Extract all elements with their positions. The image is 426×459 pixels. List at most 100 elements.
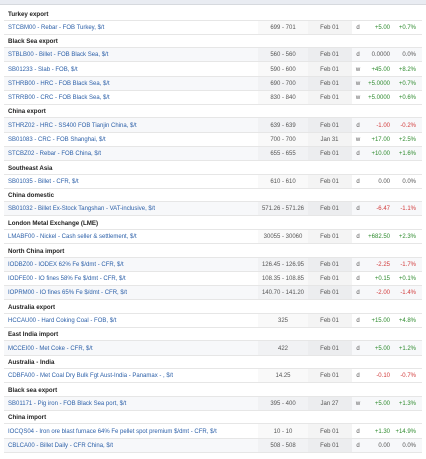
frequency: d (356, 276, 360, 283)
section-title: Australia export (8, 303, 56, 311)
percent-change: +0.7% (398, 24, 416, 31)
section-title: China export (8, 108, 46, 116)
symbol-link[interactable]: IODBZ00 - IODEX 62% Fe $/dmt - CFR, $/t (8, 261, 124, 268)
table-row[interactable]: CBLCA00 - Billet Daily - CFR China, $/t 5… (4, 438, 422, 453)
price-range: 639 - 639 (270, 122, 296, 129)
symbol-link[interactable]: IODFE00 - IO fines 58% Fe $/dmt - CFR, $… (8, 276, 126, 283)
table-row[interactable]: SB01171 - Pig iron - FOB Black Sea port,… (4, 396, 422, 411)
table-row[interactable]: STHRB00 - HRC - FOB Black Sea, $/t 690 - … (4, 76, 422, 91)
assessment-date: Feb 01 (320, 317, 339, 324)
table-row[interactable]: IOPRM00 - IO fines 65% Fe $/dmt - CFR, $… (4, 285, 422, 301)
table-row[interactable]: STCBM00 - Rebar - FOB Turkey, $/t 699 - 7… (4, 20, 422, 35)
section-title: London Metal Exchange (LME) (8, 219, 99, 227)
price-range: 108.35 - 108.85 (261, 276, 305, 283)
assessment-date: Feb 01 (320, 95, 339, 102)
date-column-shade (308, 285, 352, 300)
percent-change: 0.0% (402, 178, 416, 185)
frequency: d (356, 373, 360, 380)
percent-change: 0.0% (402, 52, 416, 59)
table-row[interactable]: STHRZ02 - HRC - SS400 FOB Tianjin China,… (4, 118, 422, 133)
frequency: w (355, 80, 361, 87)
table-row[interactable]: IODFE00 - IO fines 58% Fe $/dmt - CFR, $… (4, 271, 422, 286)
price-range: 571.26 - 571.26 (261, 206, 305, 213)
assessment-date: Feb 01 (320, 345, 339, 352)
table-row[interactable]: SB01083 - CRC - FOB Shanghai, $/t 700 - 7… (4, 132, 422, 147)
section-title: Turkey export (8, 10, 49, 18)
section-title: Australia - India (8, 359, 55, 366)
symbol-link[interactable]: IOCQS04 - Iron ore blast furnace 64% Fe … (8, 428, 217, 435)
symbol-link[interactable]: SB01035 - Billet - CFR, $/t (8, 178, 79, 185)
symbol-link[interactable]: STRRB00 - CRC - FOB Black Sea, $/t (8, 95, 110, 102)
price-range: 700 - 700 (270, 136, 296, 143)
frequency: d (356, 261, 360, 268)
percent-change: -1.7% (400, 261, 416, 268)
price-change: +15.00 (371, 317, 390, 324)
percent-change: -0.2% (400, 122, 416, 129)
assessment-date: Feb 01 (320, 122, 339, 129)
price-change: +1.30 (374, 428, 390, 435)
price-range: 14.25 (275, 373, 291, 380)
date-column-shade (308, 118, 352, 132)
percent-change: +14.9% (395, 428, 416, 435)
section-header: China domestic (4, 188, 422, 203)
price-range: 590 - 600 (270, 66, 296, 73)
price-change: +5.00 (374, 345, 390, 352)
symbol-link[interactable]: IOPRM00 - IO fines 65% Fe $/dmt - CFR, $… (8, 290, 128, 297)
price-change: 0.00 (378, 178, 390, 185)
section-header: China import (4, 410, 422, 425)
price-range: 422 (277, 345, 288, 352)
symbol-link[interactable]: STBLB00 - Billet - FOB Black Sea, $/t (8, 52, 109, 59)
symbol-link[interactable]: CDBFA00 - Met Coal Dry Bulk Fgt Aust-Ind… (8, 373, 174, 380)
price-change: 0.0000 (371, 52, 390, 59)
date-column-shade (308, 62, 352, 76)
symbol-link[interactable]: STCBZ02 - Rebar - FOB China, $/t (8, 151, 102, 158)
table-row[interactable]: LMABF00 - Nickel - Cash seller & settlem… (4, 229, 422, 245)
table-row[interactable]: CDBFA00 - Met Coal Dry Bulk Fgt Aust-Ind… (4, 369, 422, 384)
section-title: China domestic (8, 192, 55, 200)
price-change: -2.25 (376, 261, 390, 268)
date-column-shade (308, 424, 352, 438)
table-row[interactable]: STCBZ02 - Rebar - FOB China, $/t 655 - 65… (4, 146, 422, 161)
frequency: d (356, 442, 360, 449)
price-change: -1.00 (376, 122, 390, 129)
symbol-link[interactable]: STCBM00 - Rebar - FOB Turkey, $/t (8, 24, 105, 31)
symbol-link[interactable]: SB01233 - Slab - FOB, $/t (8, 66, 78, 73)
table-row[interactable]: SB01035 - Billet - CFR, $/t 610 - 610 Feb … (4, 174, 422, 189)
section-title: Black sea export (8, 386, 58, 394)
price-range: 30055 - 30060 (263, 234, 303, 241)
frequency: d (356, 317, 360, 324)
price-range: 610 - 610 (270, 178, 296, 185)
price-change: -0.10 (376, 373, 390, 380)
symbol-link[interactable]: STHRB00 - HRC - FOB Black Sea, $/t (8, 80, 110, 87)
table-row[interactable]: STBLB00 - Billet - FOB Black Sea, $/t 560… (4, 48, 422, 63)
symbol-link[interactable]: HCCAU00 - Hard Coking Coal - FOB, $/t (8, 317, 117, 324)
table-row[interactable]: SB01032 - Billet Ex-Stock Tangshan - VAT… (4, 202, 422, 217)
assessment-date: Feb 01 (320, 206, 339, 213)
symbol-link[interactable]: MCCEI00 - Met Coke - CFR, $/t (8, 345, 93, 352)
frequency: w (355, 136, 361, 143)
symbol-link[interactable]: SB01171 - Pig iron - FOB Black Sea port,… (8, 400, 127, 407)
assessment-date: Feb 01 (320, 373, 339, 380)
frequency: d (356, 290, 360, 297)
table-row[interactable]: IODBZ00 - IODEX 62% Fe $/dmt - CFR, $/t 1… (4, 257, 422, 272)
symbol-link[interactable]: SB01032 - Billet Ex-Stock Tangshan - VAT… (8, 206, 156, 213)
frequency: d (356, 428, 360, 435)
section-title: Black Sea export (8, 38, 58, 46)
table-row[interactable]: STRRB00 - CRC - FOB Black Sea, $/t 830 - … (4, 90, 422, 105)
table-row[interactable]: MCCEI00 - Met Coke - CFR, $/t 422 Feb 01 d +… (4, 341, 422, 356)
price-change: +5.0000 (368, 80, 390, 87)
symbol-link[interactable]: LMABF00 - Nickel - Cash seller & settlem… (8, 234, 137, 241)
date-column-shade (308, 90, 352, 104)
table-row[interactable]: IOCQS04 - Iron ore blast furnace 64% Fe … (4, 424, 422, 439)
price-change: -2.00 (376, 290, 390, 297)
table-row[interactable]: SB01233 - Slab - FOB, $/t 590 - 600 Feb 01… (4, 62, 422, 77)
price-change: +5.0000 (368, 95, 390, 102)
frequency: d (356, 122, 360, 129)
symbol-link[interactable]: SB01083 - CRC - FOB Shanghai, $/t (8, 136, 106, 143)
table-row[interactable]: HCCAU00 - Hard Coking Coal - FOB, $/t 325… (4, 313, 422, 328)
frequency: d (356, 178, 360, 185)
price-range: 508 - 508 (270, 442, 296, 449)
date-column-shade (308, 313, 352, 327)
symbol-link[interactable]: STHRZ02 - HRC - SS400 FOB Tianjin China,… (8, 122, 137, 129)
symbol-link[interactable]: CBLCA00 - Billet Daily - CFR China, $/t (8, 442, 114, 449)
